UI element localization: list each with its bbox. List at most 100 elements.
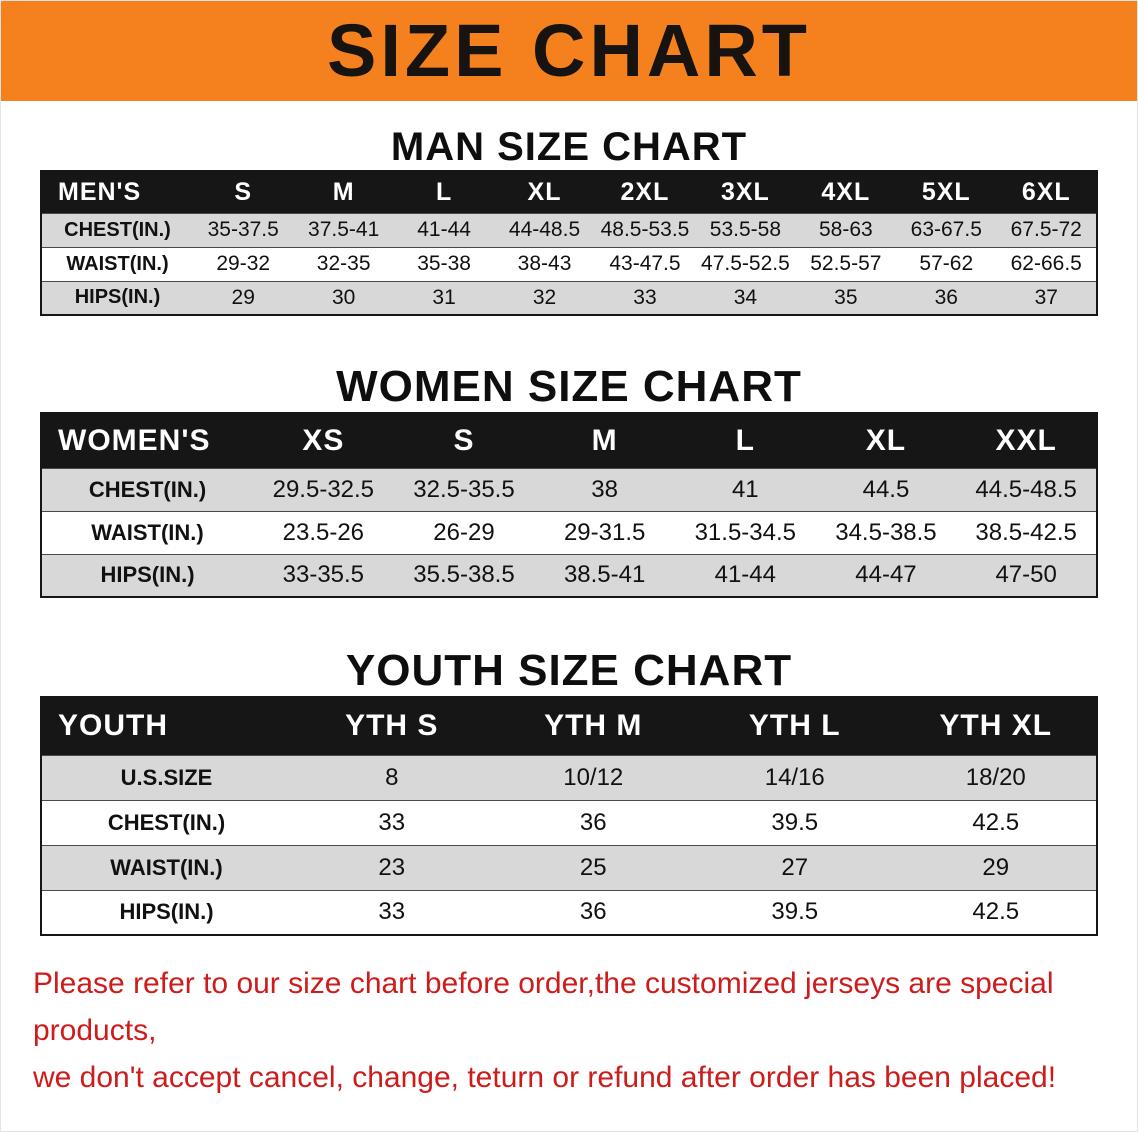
measurement-row: WAIST(IN.) 23.5-26 26-29 29-31.5 31.5-34.5 34… [41, 510, 1097, 554]
measurement-value: 33 [594, 280, 696, 315]
disclaimer-line-1: Please refer to our size chart before or… [33, 967, 1054, 1047]
measurement-row: WAIST(IN.) 29-32 32-35 35-38 38-43 43-47.5 47.… [41, 246, 1097, 281]
table-header-row: WOMEN'S XS S M L XL XXL [41, 413, 1097, 468]
measurement-value: 35-38 [393, 246, 495, 281]
size-column-header: YTH M [544, 709, 643, 743]
measurement-value: 47.5-52.5 [695, 246, 796, 281]
measurement-value: 36 [896, 280, 997, 315]
measurement-value: 38.5-42.5 [956, 510, 1097, 554]
measurement-value: 38-43 [494, 246, 595, 281]
size-column-header: 3XL [720, 177, 770, 206]
measurement-row: WAIST(IN.) 23 25 27 29 [41, 844, 1097, 890]
measurement-value: 44-48.5 [494, 212, 595, 247]
size-column-header: XL [865, 423, 907, 457]
row-label: HIPS(IN.) [41, 889, 291, 935]
measurement-value: 18/20 [895, 754, 1097, 800]
measurement-value: 29.5-32.5 [253, 467, 394, 511]
measurement-value: 10/12 [492, 754, 694, 800]
measurement-value: 44-47 [815, 553, 957, 597]
size-column-header: 6XL [1021, 177, 1071, 206]
row-label: CHEST(IN.) [41, 799, 291, 845]
size-chart-banner: SIZE CHART [1, 1, 1137, 101]
measurement-value: 38 [534, 467, 675, 511]
size-column-header: S [234, 177, 253, 206]
measurement-value: 33-35.5 [253, 553, 394, 597]
measurement-value: 34.5-38.5 [815, 510, 957, 554]
size-column-header: YTH S [345, 709, 439, 743]
youth-size-table: YOUTH YTH S YTH M YTH L YTH XL U.S.SIZE 8 10/12… [40, 696, 1098, 936]
size-column-header: 5XL [921, 177, 971, 206]
measurement-value: 42.5 [895, 799, 1097, 845]
measurement-value: 67.5-72 [996, 212, 1097, 247]
women-size-chart-heading: WOMEN SIZE CHART [336, 362, 802, 411]
youth-size-chart-heading: YOUTH SIZE CHART [345, 646, 793, 695]
measurement-row: HIPS(IN.) 29 30 31 32 33 34 35 36 37 [41, 280, 1097, 315]
measurement-value: 29 [193, 280, 294, 315]
table-title-cell: YOUTH [58, 709, 168, 743]
measurement-value: 32 [494, 280, 595, 315]
size-column-header: XXL [995, 423, 1057, 457]
measurement-value: 26-29 [393, 510, 535, 554]
measurement-value: 41-44 [393, 212, 495, 247]
measurement-row: CHEST(IN.) 35-37.5 37.5-41 41-44 44-48.5 48.5… [41, 212, 1097, 247]
measurement-value: 31.5-34.5 [674, 510, 816, 554]
measurement-value: 23.5-26 [253, 510, 394, 554]
measurement-value: 27 [694, 844, 896, 890]
measurement-value: 44.5 [815, 467, 957, 511]
measurement-value: 29-31.5 [534, 510, 675, 554]
row-label: WAIST(IN.) [41, 246, 193, 281]
measurement-value: 32-35 [293, 246, 394, 281]
size-column-header: 4XL [821, 177, 871, 206]
measurement-value: 35.5-38.5 [393, 553, 535, 597]
size-column-header: 2XL [620, 177, 670, 206]
measurement-value: 33 [291, 889, 493, 935]
measurement-value: 39.5 [694, 889, 896, 935]
row-label: CHEST(IN.) [41, 467, 253, 511]
size-column-header: YTH XL [939, 709, 1053, 743]
size-chart-disclaimer: Please refer to our size chart before or… [33, 960, 1105, 1101]
measurement-value: 62-66.5 [996, 246, 1097, 281]
table-header-row: YOUTH YTH S YTH M YTH L YTH XL [41, 697, 1097, 755]
table-title-cell: MEN'S [58, 177, 142, 206]
table-title-cell: WOMEN'S [58, 423, 211, 457]
measurement-value: 36 [492, 799, 694, 845]
measurement-value: 37.5-41 [293, 212, 394, 247]
measurement-value: 41-44 [674, 553, 816, 597]
size-column-header: L [435, 177, 453, 206]
size-column-header: M [332, 177, 355, 206]
disclaimer-line-2: we don't accept cancel, change, teturn o… [33, 1061, 1057, 1094]
size-column-header: XL [527, 177, 562, 206]
measurement-value: 36 [492, 889, 694, 935]
row-label: U.S.SIZE [41, 754, 291, 800]
measurement-value: 37 [996, 280, 1097, 315]
measurement-value: 48.5-53.5 [594, 212, 696, 247]
man-size-chart-heading: MAN SIZE CHART [390, 125, 748, 169]
measurement-value: 33 [291, 799, 493, 845]
measurement-row: CHEST(IN.) 33 36 39.5 42.5 [41, 799, 1097, 845]
size-column-header: XS [302, 423, 345, 457]
measurement-value: 29 [895, 844, 1097, 890]
measurement-value: 43-47.5 [594, 246, 696, 281]
measurement-value: 47-50 [956, 553, 1097, 597]
row-label: CHEST(IN.) [41, 212, 193, 247]
measurement-value: 23 [291, 844, 493, 890]
row-label: HIPS(IN.) [41, 280, 193, 315]
measurement-value: 58-63 [795, 212, 897, 247]
measurement-value: 52.5-57 [795, 246, 897, 281]
row-label: WAIST(IN.) [41, 510, 253, 554]
measurement-value: 30 [293, 280, 394, 315]
banner-title: SIZE CHART [327, 9, 811, 92]
measurement-value: 44.5-48.5 [956, 467, 1097, 511]
table-header-row: MEN'S S M L XL 2XL 3XL 4XL 5XL 6XL [41, 171, 1097, 213]
measurement-value: 35-37.5 [193, 212, 294, 247]
measurement-row: HIPS(IN.) 33 36 39.5 42.5 [41, 889, 1097, 935]
measurement-value: 14/16 [694, 754, 896, 800]
measurement-value: 32.5-35.5 [393, 467, 535, 511]
measurement-value: 8 [291, 754, 493, 800]
measurement-value: 34 [695, 280, 796, 315]
measurement-value: 42.5 [895, 889, 1097, 935]
measurement-value: 57-62 [896, 246, 997, 281]
measurement-value: 38.5-41 [534, 553, 675, 597]
measurement-row: CHEST(IN.) 29.5-32.5 32.5-35.5 38 41 44.5 44.5… [41, 467, 1097, 511]
measurement-value: 25 [492, 844, 694, 890]
